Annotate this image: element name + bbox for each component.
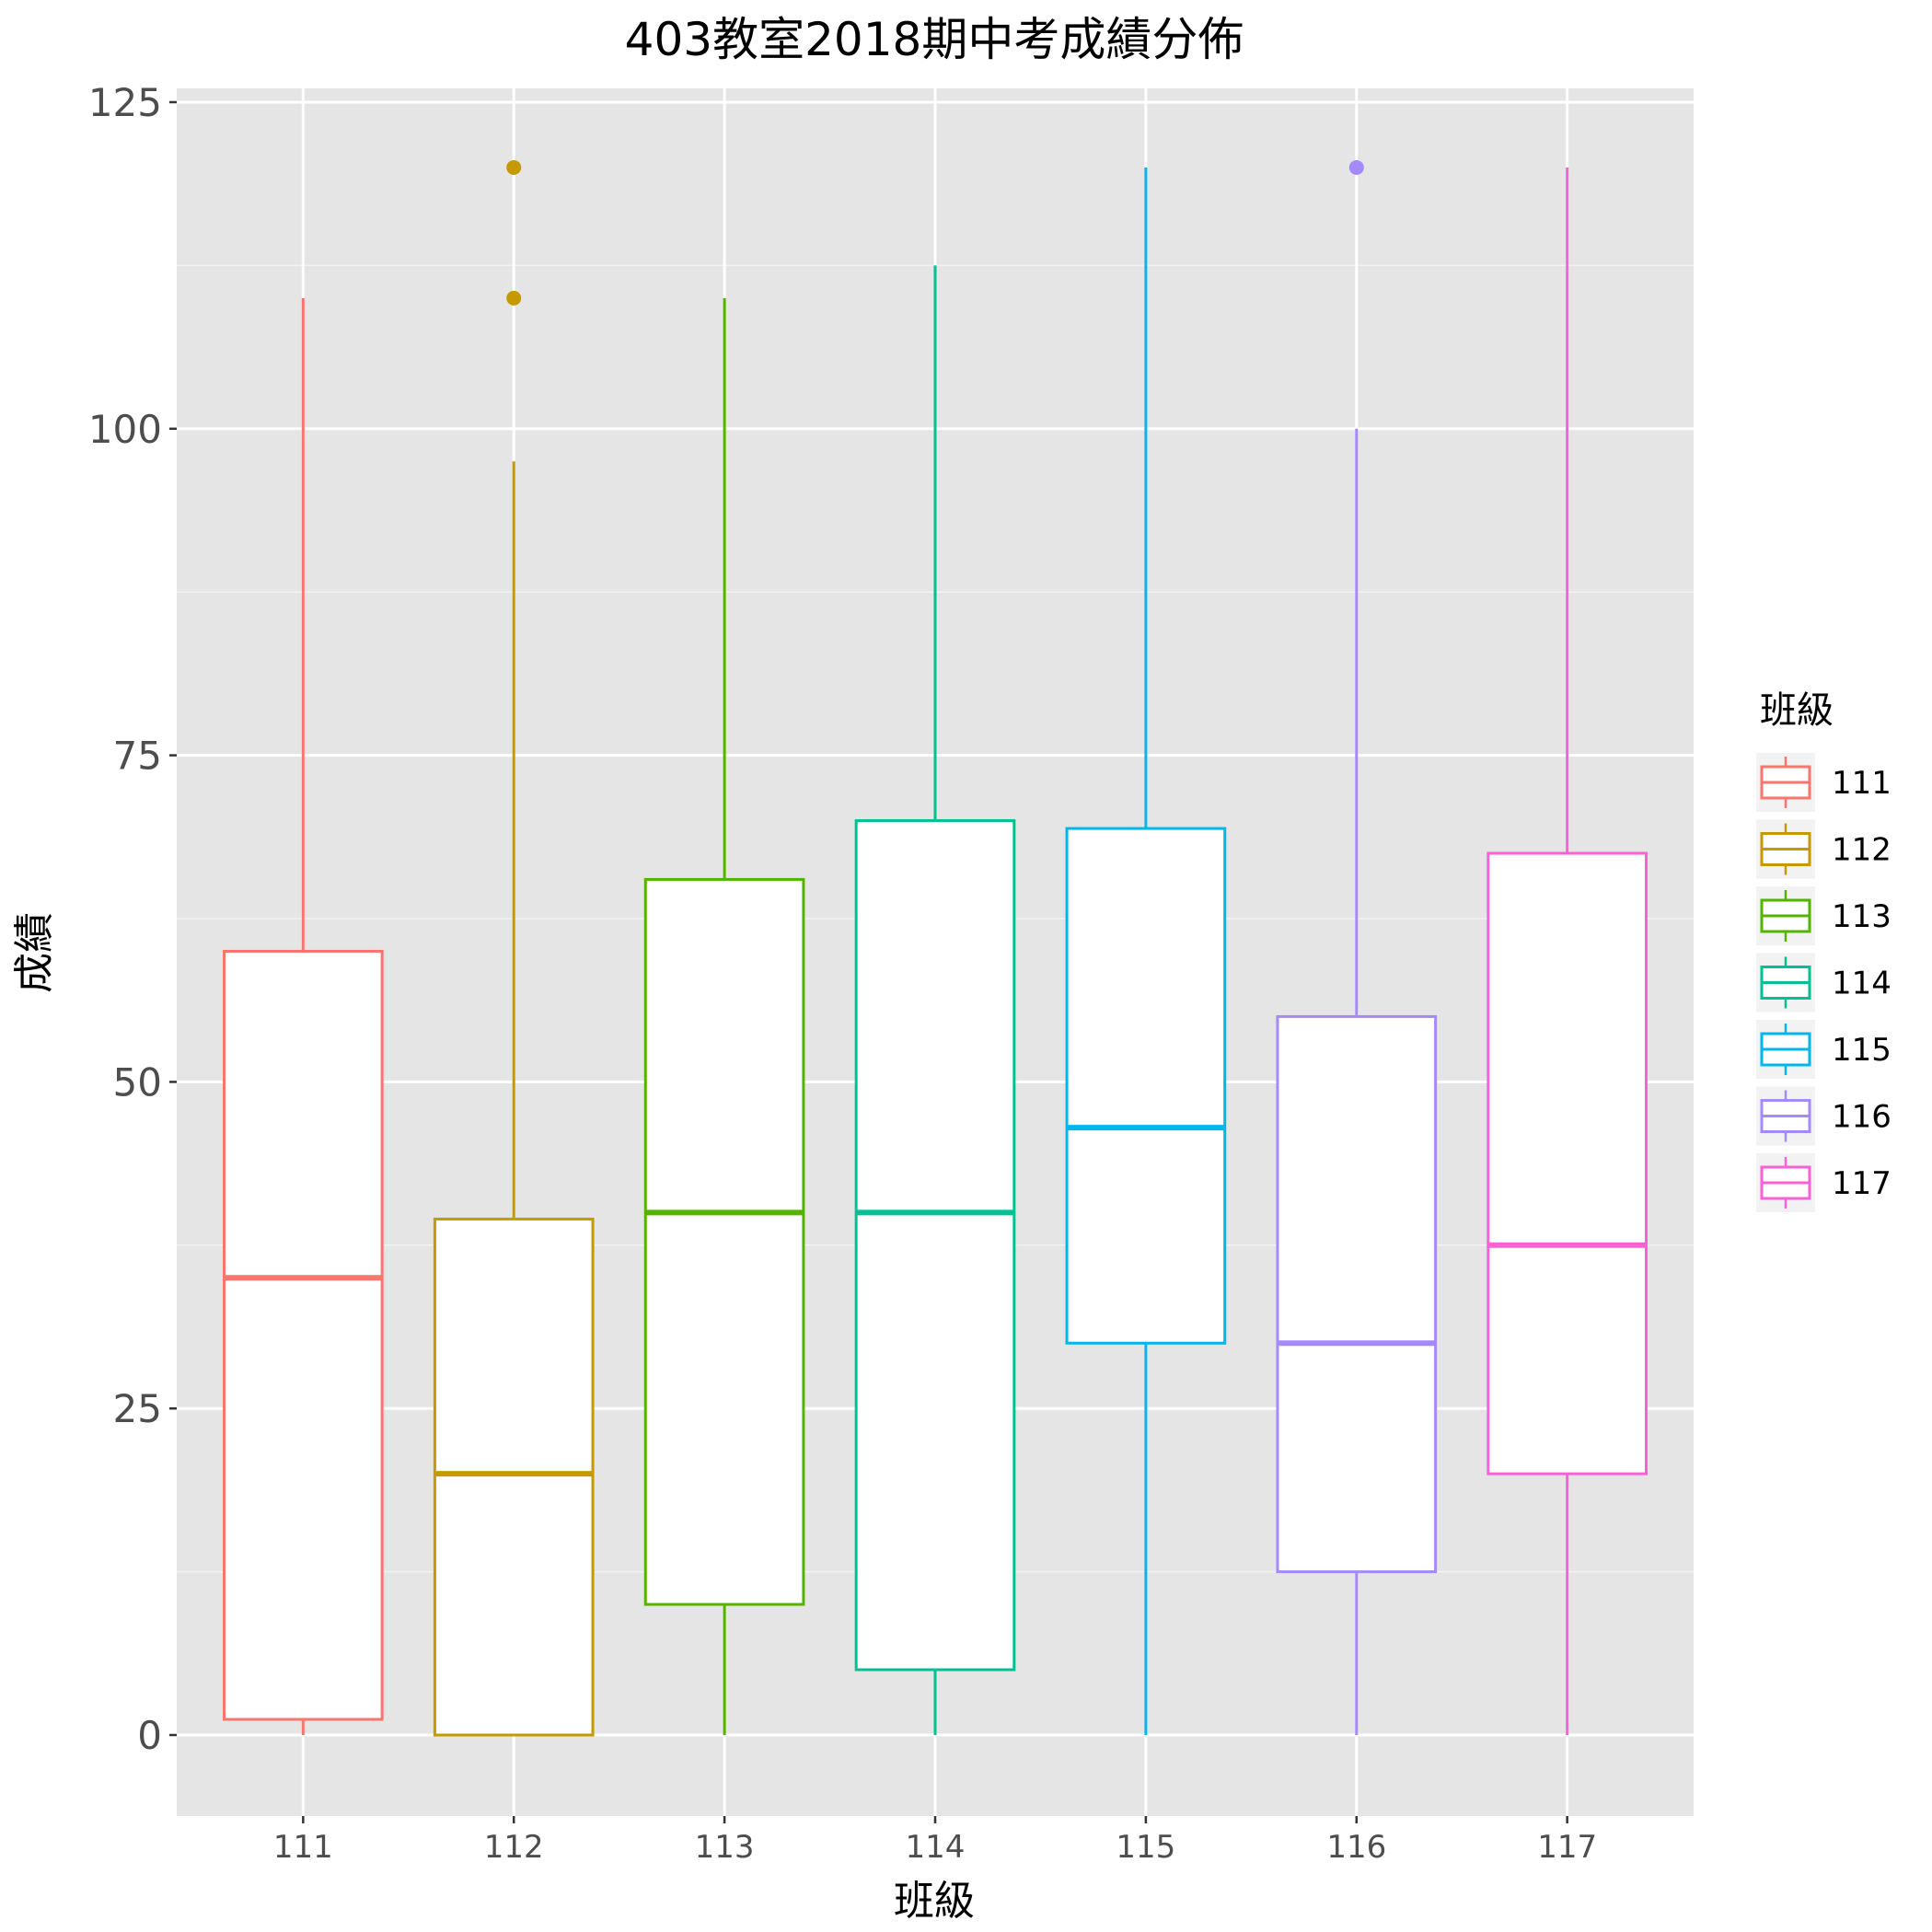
box-body [1487, 851, 1649, 1475]
legend-item-111: 111 [1756, 753, 1892, 812]
box-116 [1276, 159, 1438, 1735]
legend-label: 113 [1832, 898, 1892, 935]
outlier-point [1348, 159, 1364, 175]
legend-items: 111 112 113 114 115 116 117 [1756, 753, 1892, 1212]
y-axis-title: 成績 [11, 912, 58, 993]
legend: 班級 111 112 113 114 115 116 117 [1756, 689, 1892, 1212]
y-axis: 0 25 50 75 100 125 [88, 80, 177, 1758]
y-tick-label: 75 [113, 734, 162, 779]
legend-item-117: 117 [1756, 1153, 1892, 1212]
box-body [854, 819, 1016, 1672]
x-axis-title: 班級 [894, 1878, 975, 1925]
y-tick-label: 0 [137, 1713, 162, 1758]
y-tick-label: 50 [113, 1059, 162, 1105]
x-tick-label: 114 [906, 1829, 966, 1866]
outlier-point [506, 159, 522, 175]
legend-label: 114 [1832, 966, 1892, 1002]
box-body [223, 949, 384, 1721]
box-117 [1487, 167, 1649, 1735]
legend-item-116: 116 [1756, 1086, 1892, 1146]
box-115 [1065, 167, 1227, 1735]
box-111 [223, 297, 384, 1735]
legend-title: 班級 [1760, 689, 1834, 732]
box-112 [433, 159, 595, 1737]
legend-label: 116 [1832, 1099, 1892, 1136]
y-tick-label: 100 [88, 407, 162, 452]
legend-label: 115 [1832, 1032, 1892, 1069]
x-tick-label: 111 [273, 1829, 333, 1866]
legend-item-113: 113 [1756, 886, 1892, 945]
outlier-point [506, 290, 522, 306]
box-body [1065, 827, 1227, 1345]
box-113 [643, 297, 805, 1735]
box-114 [854, 265, 1016, 1735]
y-tick-label: 25 [113, 1386, 162, 1431]
y-tick-label: 125 [88, 80, 162, 125]
x-axis: 111 112 113 114 115 116 117 [273, 1816, 1597, 1866]
x-tick-label: 116 [1326, 1829, 1386, 1866]
legend-label: 112 [1832, 832, 1892, 869]
box-body [643, 877, 805, 1606]
x-tick-label: 112 [484, 1829, 544, 1866]
chart-title: 403教室2018期中考成績分佈 [625, 13, 1244, 66]
box-body [1276, 1014, 1438, 1574]
boxes [223, 159, 1649, 1737]
legend-item-112: 112 [1756, 819, 1892, 879]
legend-label: 117 [1832, 1165, 1892, 1202]
legend-item-115: 115 [1756, 1020, 1892, 1079]
x-tick-label: 117 [1537, 1829, 1597, 1866]
x-tick-label: 115 [1116, 1829, 1175, 1866]
x-tick-label: 113 [695, 1829, 755, 1866]
legend-label: 111 [1832, 765, 1892, 802]
legend-item-114: 114 [1756, 953, 1892, 1012]
box-body [433, 1217, 595, 1737]
